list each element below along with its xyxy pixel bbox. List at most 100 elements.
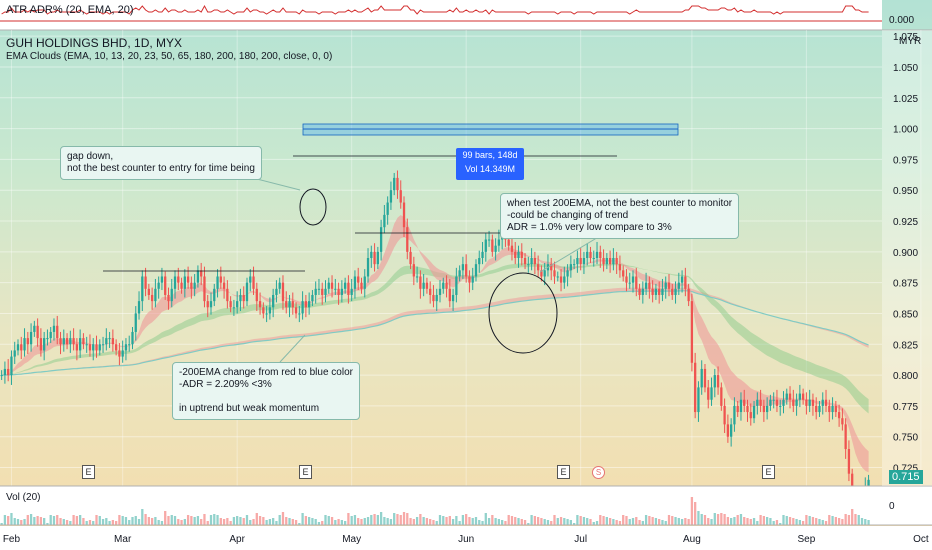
candle-body [788,393,792,400]
earnings-badge-1[interactable]: E [82,465,95,479]
candle-body [550,264,553,271]
volume-bar [497,519,501,525]
candle-body [85,344,88,346]
volume-bar [304,516,308,525]
volume-bar [92,521,95,525]
volume-bar [236,516,239,525]
volume-bar [343,521,347,525]
candle-body [170,288,173,302]
price-axis[interactable] [882,30,932,486]
volume-bar [363,518,366,525]
candle-body [805,399,808,406]
volume-bar [844,514,847,525]
candle-body [736,405,739,413]
candle-body [308,301,311,308]
y-tick-label: 0.775 [893,402,918,413]
volume-bar [798,520,801,525]
volume-bar [723,514,726,525]
candle-body [379,227,383,252]
volume-bar [612,519,615,525]
volume-bar [618,521,622,525]
note-gap-down[interactable]: gap down, not the best counter to entry … [60,146,262,180]
circle-test-200ema[interactable] [488,272,558,354]
volume-bar [733,517,736,525]
candle-body [700,368,703,388]
candle-body [465,264,468,277]
price-axis-ticks: 0.725 0.750 0.775 0.800 0.825 0.850 0.875 0.900… [893,32,918,474]
candle-body [383,214,386,228]
volume-bar [121,516,124,525]
ema-cloud-10-20 [1,215,869,473]
candle-body [173,276,177,289]
candle-body [255,288,258,302]
candle-body [101,344,105,346]
volume-bar [425,518,429,525]
candle-body [213,288,216,302]
volume-bar [288,518,291,525]
candle-body [219,276,222,283]
candle-body [536,264,540,271]
x-tick-label: Aug [683,534,701,545]
volume-bar [625,516,628,525]
note-test-200ema[interactable]: when test 200EMA, not the best counter t… [500,193,740,239]
candle-body [239,294,242,302]
volume-bar [0,523,3,525]
volume-bar [321,521,324,525]
split-badge[interactable]: S [592,466,605,479]
volume-bar [736,515,739,525]
candle-body [357,276,360,283]
callout-pointer-2 [539,232,606,273]
candle-body [690,301,694,363]
earnings-badge-4[interactable]: E [762,465,775,479]
y-tick-label: 0.725 [893,464,918,475]
volume-bar [465,514,468,525]
volume-bar [608,518,612,525]
volume-bar [167,516,170,525]
candle-body [811,399,815,406]
candle-body [206,301,209,308]
volume-bar [546,520,550,525]
y-tick-label: 0.900 [893,248,918,259]
candle-body [543,270,546,277]
candle-body [343,282,347,289]
y-tick-label: 1.000 [893,125,918,136]
volume-bar [114,521,118,525]
candle-body [523,258,527,265]
candle-body [572,264,576,266]
volume-bar [828,515,831,525]
volume-bar [330,517,334,525]
earnings-badge-3[interactable]: E [557,465,570,479]
candle-body [373,251,376,265]
volume-bar [478,520,481,525]
note-ema-change[interactable]: -200EMA change from red to blue color -A… [172,362,360,420]
candle-body [69,338,72,345]
volume-bar [622,515,625,525]
volume-bar [340,520,344,525]
y-tick-label: 0.800 [893,371,918,382]
volume-bar [756,521,759,525]
candle-body [0,375,3,377]
candle-body [281,282,285,302]
volume-bar [209,515,213,525]
volume-bar [39,517,43,525]
volume-bar [589,519,592,525]
volume-bar [743,517,746,525]
candle-body [111,338,115,345]
candle-body [765,405,769,413]
candle-body [828,405,831,413]
volume-bar [566,519,569,525]
circle-gap-down[interactable] [299,188,327,226]
candle-body [56,325,59,339]
volume-bar [409,518,412,525]
volume-bar [164,511,167,525]
candle-body [654,288,658,295]
candle-body [631,276,635,283]
volume-bars [0,497,870,525]
candle-body [726,424,730,437]
time-axis-ticks: FebMarAprMayJunJulAugSepOctNovDec2018 [3,534,929,545]
volume-bar [442,516,445,525]
earnings-badge-2[interactable]: E [299,465,312,479]
volume-bar [628,519,631,525]
candle-body [128,344,131,346]
